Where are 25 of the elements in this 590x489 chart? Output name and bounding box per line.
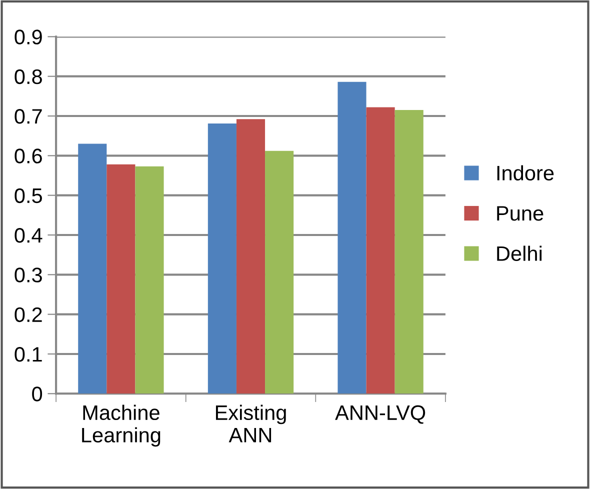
y-tick-label: 0.3 xyxy=(14,268,42,282)
y-tick-label: 0.9 xyxy=(14,30,42,44)
bar xyxy=(236,119,266,394)
bar xyxy=(78,144,107,394)
y-tick-label: 0.5 xyxy=(14,188,42,204)
y-tick-label: 0.8 xyxy=(14,69,42,84)
bar xyxy=(394,110,424,394)
bar xyxy=(106,164,136,394)
x-tick-label: Machine Learning xyxy=(82,404,160,447)
y-tick-label: 0.7 xyxy=(14,109,42,124)
y-tick-label: 0.4 xyxy=(14,228,42,243)
y-tick-label: 0.6 xyxy=(14,148,42,164)
x-tick-label: Existing ANN xyxy=(216,404,286,442)
bar xyxy=(366,107,395,394)
y-tick-label: 0.1 xyxy=(14,346,42,362)
y-tick-label: 0 xyxy=(32,386,42,402)
bar xyxy=(135,166,164,394)
legend-label: Indore xyxy=(497,165,554,180)
bar xyxy=(208,124,236,394)
x-tick-label: ANN-LVQ xyxy=(335,405,426,424)
bar xyxy=(265,150,294,394)
legend-label: Delhi xyxy=(497,246,542,262)
y-tick-label: 0.2 xyxy=(14,307,42,322)
legend-label: Pune xyxy=(497,206,544,221)
bar xyxy=(338,82,366,394)
